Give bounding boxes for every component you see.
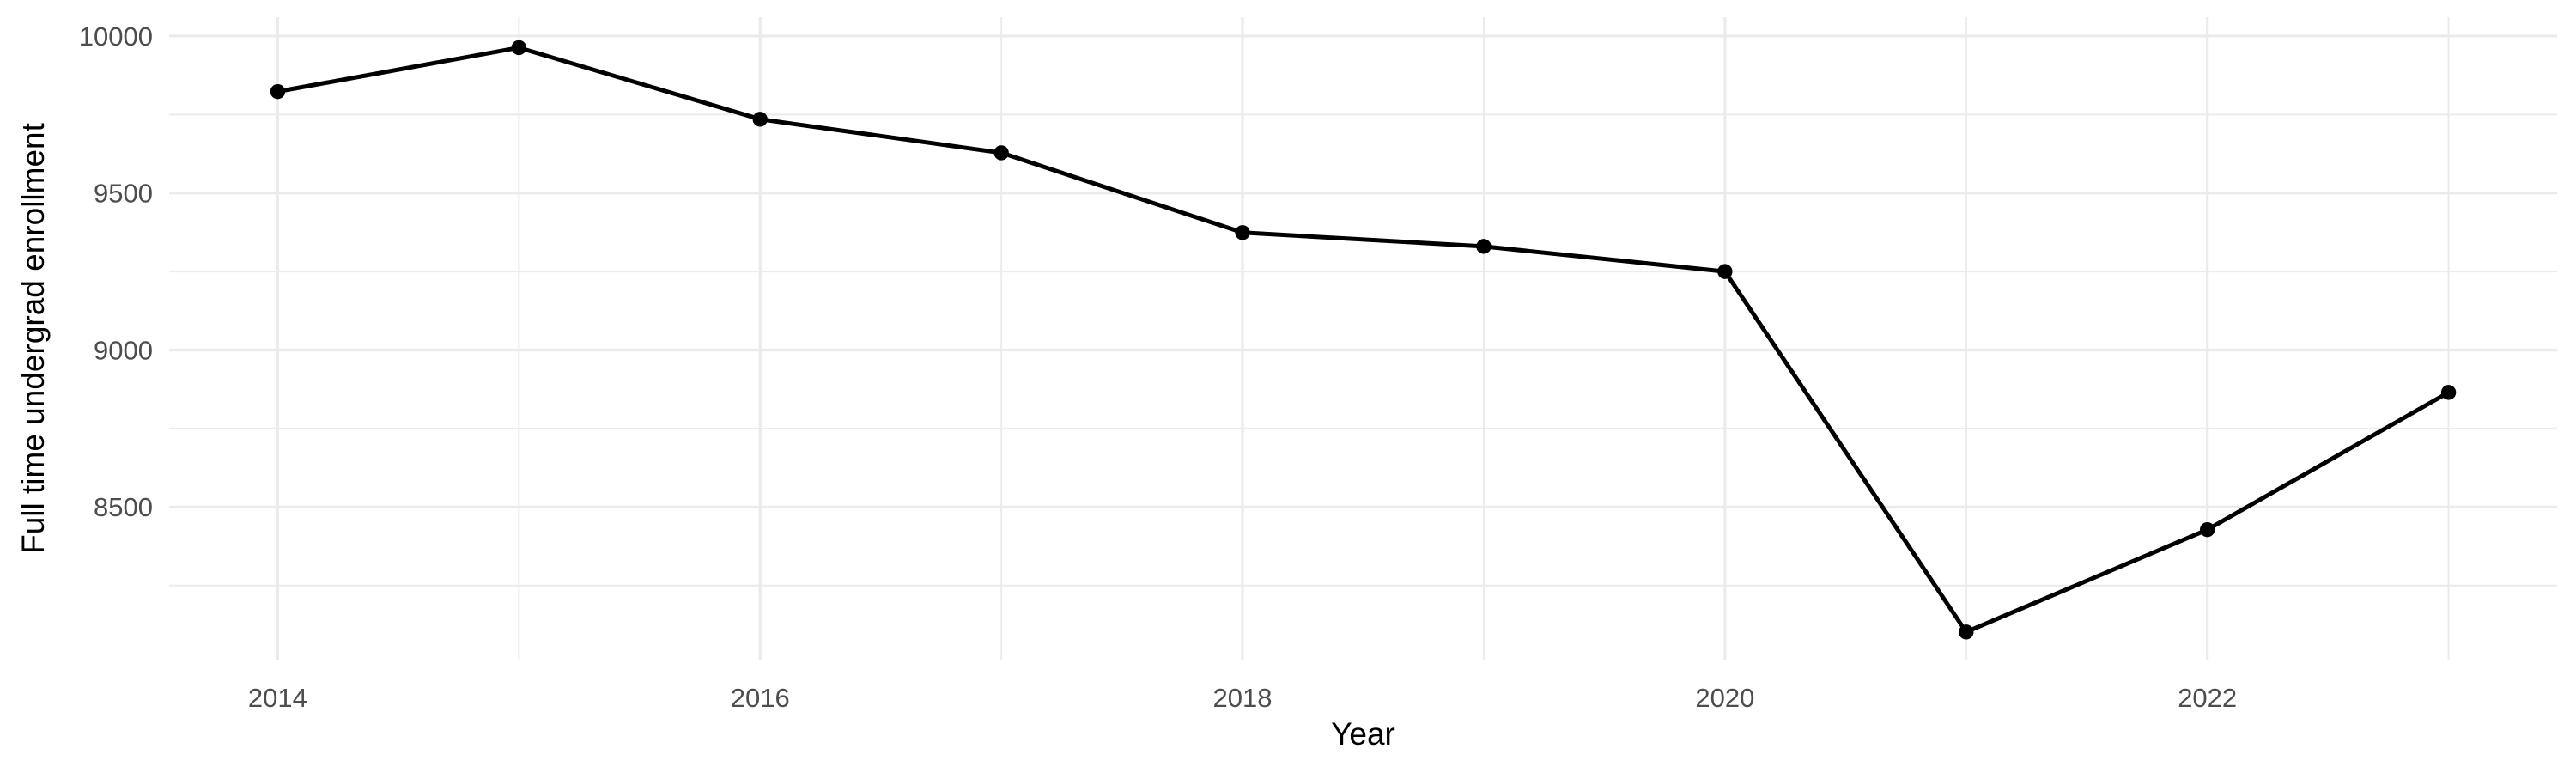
data-point-2015 (511, 40, 527, 56)
y-tick-label: 9500 (94, 179, 153, 209)
y-axis-title: Full time undergrad enrollment (15, 122, 51, 554)
data-point-2023 (2440, 385, 2457, 400)
x-tick-label: 2018 (1213, 683, 1273, 713)
data-point-2021 (1959, 624, 1974, 640)
y-tick-label: 8500 (94, 492, 153, 522)
data-point-2014 (270, 83, 286, 100)
x-tick-label: 2016 (731, 683, 790, 713)
data-line (276, 45, 2450, 635)
data-point-2018 (1235, 225, 1250, 240)
x-tick-label: 2022 (2178, 683, 2237, 713)
data-point-2020 (1717, 264, 1733, 279)
data-point-2016 (752, 112, 768, 127)
y-tick-label: 9000 (94, 335, 153, 365)
x-axis-title: Year (1331, 716, 1395, 752)
x-tick-label: 2014 (248, 683, 307, 713)
y-tick-label: 10000 (79, 21, 153, 52)
x-tick-label: 2020 (1695, 683, 1754, 713)
data-point-2022 (2199, 521, 2215, 538)
panel-background (169, 17, 2557, 660)
data-point-2017 (993, 145, 1009, 161)
data-point-2019 (1476, 239, 1492, 254)
